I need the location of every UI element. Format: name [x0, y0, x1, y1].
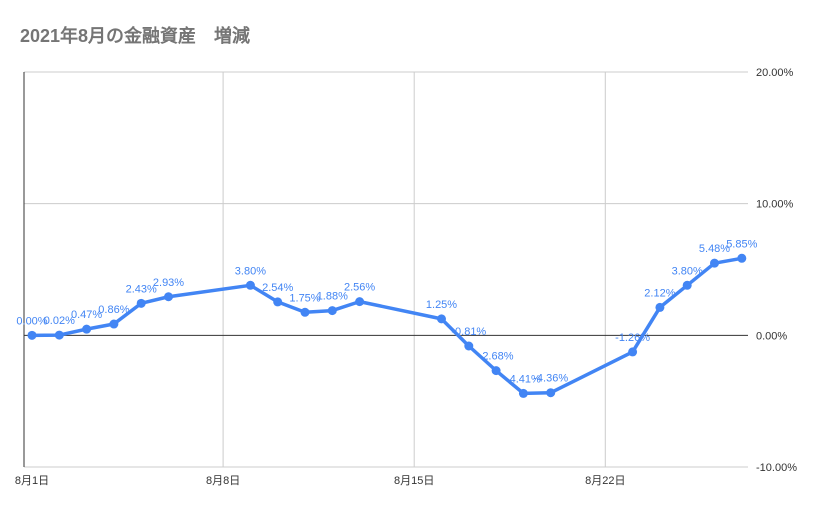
data-point [437, 314, 446, 324]
data-label: 0.02% [44, 315, 75, 327]
y-tick-label: 0.00% [756, 330, 787, 342]
y-tick-label: -10.00% [756, 462, 797, 474]
data-labels: 0.00%0.02%0.47%0.86% 2.43%2.93% 3.80% 2.54%… [16, 238, 757, 385]
data-label: 2.54% [262, 282, 293, 294]
data-label: -1.26% [615, 332, 650, 344]
data-point [491, 366, 501, 376]
data-label: 2.93% [153, 277, 184, 289]
x-tick-label: 8月15日 [394, 475, 434, 487]
x-tick-label: 8月22日 [585, 475, 625, 487]
y-tick-label: 20.00% [756, 67, 794, 79]
data-label: 2.56% [344, 282, 375, 294]
data-point [273, 297, 283, 307]
data-point [546, 388, 556, 398]
data-point [628, 347, 638, 357]
data-label: 5.85% [726, 238, 757, 250]
data-label: 0.00% [16, 315, 47, 327]
series-line [30, 256, 744, 396]
data-point [27, 330, 37, 340]
data-label: -4.36% [533, 373, 568, 385]
data-point [682, 280, 692, 290]
data-point [355, 297, 365, 307]
x-tick-label: 8月8日 [206, 475, 240, 487]
data-label: 1.88% [317, 291, 348, 303]
chart-title: 2021年8月の金融資産 増減 [20, 26, 251, 46]
data-label: 2.12% [644, 287, 675, 299]
data-label: -2.68% [479, 351, 514, 363]
data-label: 3.80% [672, 265, 703, 277]
data-point [245, 280, 255, 290]
data-point [109, 319, 119, 329]
axes: 20.00% 10.00% 0.00% -10.00% 8月1日 8月8日 8月15日 8月2… [15, 67, 797, 487]
data-point [54, 330, 64, 340]
data-point [655, 302, 665, 312]
data-point [464, 341, 474, 351]
series [27, 253, 747, 398]
grid [24, 71, 748, 468]
data-point [737, 253, 747, 263]
data-label: 2.43% [126, 283, 157, 295]
data-point [82, 324, 92, 334]
data-label: 3.80% [235, 265, 266, 277]
data-point [164, 292, 173, 302]
data-point [300, 307, 310, 317]
data-label: -0.81% [451, 326, 486, 338]
data-label: 1.75% [289, 292, 320, 304]
data-label: 0.47% [71, 309, 102, 321]
data-label: 5.48% [699, 243, 730, 255]
y-tick-label: 10.00% [756, 199, 794, 211]
data-point [327, 306, 337, 316]
x-tick-label: 8月1日 [15, 475, 49, 487]
data-label: -4.41% [506, 373, 541, 385]
data-point [710, 258, 719, 268]
data-point [518, 388, 528, 398]
data-label: 1.25% [426, 299, 457, 311]
data-point [136, 298, 146, 308]
data-label: 0.86% [98, 304, 129, 316]
